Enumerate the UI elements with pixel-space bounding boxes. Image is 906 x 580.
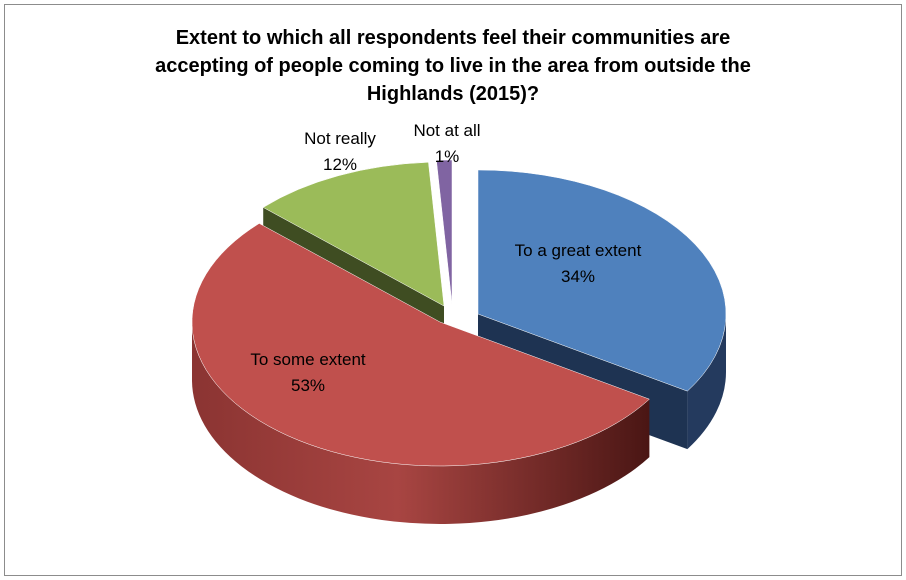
data-label-value: 12%: [323, 155, 357, 174]
data-label-value: 53%: [291, 376, 325, 395]
pie-slice-side-1: [192, 322, 650, 524]
data-label-not-really: Not really 12%: [304, 129, 376, 174]
data-label-value: 34%: [561, 267, 595, 286]
chart-title-line-1: Extent to which all respondents feel the…: [175, 27, 731, 49]
chart-title-line-2: accepting of people coming to live in th…: [155, 55, 751, 77]
chart-title: Extent to which all respondents feel the…: [100, 24, 806, 108]
data-label-not-at-all: Not at all 1%: [413, 121, 480, 166]
pie-slice-not-at-all: [436, 159, 453, 305]
pie-tops: [191, 159, 727, 467]
pie-slice-to-a-great-extent: [477, 169, 727, 392]
chart-title-line-3: Highlands (2015)?: [366, 83, 540, 105]
data-label-category: Not really: [304, 129, 376, 148]
pie-slice-to-some-extent: [191, 223, 650, 467]
data-label-category: Not at all: [413, 121, 480, 140]
data-label-category: To some extent: [250, 350, 366, 369]
pie-labels: To a great extent 34% To some extent 53% Not…: [250, 121, 641, 395]
pie-slice-not-really: [262, 162, 445, 307]
data-label-to-some-extent: To some extent 53%: [250, 350, 366, 395]
data-label-value: 1%: [435, 147, 460, 166]
data-label-category: To a great extent: [515, 241, 642, 260]
pie-slice-side-0: [687, 314, 726, 450]
data-label-to-a-great-extent: To a great extent 34%: [515, 241, 642, 286]
